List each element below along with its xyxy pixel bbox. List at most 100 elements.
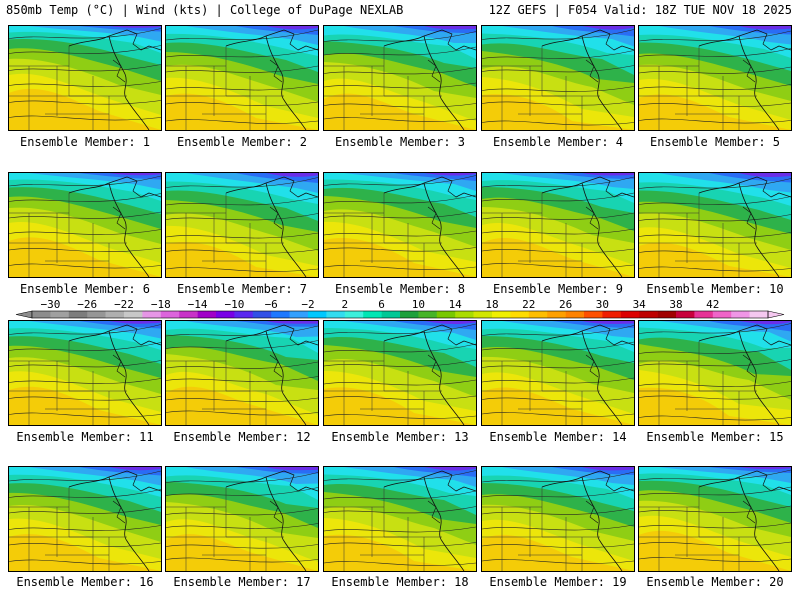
colorbar-tick-label: −18 — [151, 299, 171, 311]
temperature-map — [324, 467, 476, 571]
colorbar-tick-label: −30 — [40, 299, 60, 311]
ensemble-member-map — [323, 320, 477, 426]
temperature-map — [9, 173, 161, 277]
ensemble-member-map — [323, 466, 477, 572]
colorbar-segment — [565, 311, 585, 318]
temperature-map — [639, 173, 791, 277]
colorbar-segment — [289, 311, 309, 318]
temperature-map — [9, 26, 161, 130]
colorbar-segment — [87, 311, 106, 318]
ensemble-member-map — [165, 172, 319, 278]
colorbar-segment — [712, 311, 732, 318]
temperature-map — [166, 321, 318, 425]
colorbar-segment — [528, 311, 548, 318]
temperature-map — [482, 26, 634, 130]
colorbar-tick-label: −6 — [265, 299, 278, 311]
ensemble-member-map — [8, 320, 162, 426]
temperature-map — [639, 26, 791, 130]
colorbar-tick-label: −2 — [301, 299, 314, 311]
ensemble-member-map — [323, 172, 477, 278]
colorbar-segment — [676, 311, 695, 318]
colorbar-tick-label: −10 — [224, 299, 244, 311]
ensemble-member-label: Ensemble Member: 1 — [19, 135, 151, 149]
colorbar-tick-label: 10 — [412, 299, 425, 311]
colorbar-segment — [749, 311, 769, 318]
ensemble-member-map — [638, 466, 792, 572]
colorbar-segment — [584, 311, 603, 318]
ensemble-member-label: Ensemble Member: 20 — [646, 575, 784, 589]
colorbar-segment — [142, 311, 162, 318]
ensemble-member-map — [638, 25, 792, 131]
ensemble-member-map — [8, 172, 162, 278]
temperature-colorbar: −30 −26 −22 −18 −14 −10 −6 −2 2 6 10 14 18 22 26 30 34 38… — [15, 299, 785, 319]
ensemble-member-label: Ensemble Member: 14 — [489, 430, 627, 444]
temperature-map — [324, 173, 476, 277]
colorbar-segment — [400, 311, 419, 318]
temperature-map — [482, 321, 634, 425]
ensemble-member-map — [481, 25, 635, 131]
ensemble-member-label: Ensemble Member: 4 — [492, 135, 624, 149]
colorbar-tick-label: 2 — [341, 299, 348, 311]
ensemble-member-label: Ensemble Member: 7 — [176, 282, 308, 296]
ensemble-member-label: Ensemble Member: 12 — [173, 430, 311, 444]
colorbar-segment — [50, 311, 70, 318]
colorbar-min-arrow — [15, 310, 33, 319]
ensemble-member-label: Ensemble Member: 2 — [176, 135, 308, 149]
colorbar-tick-label: −26 — [77, 299, 97, 311]
colorbar-tick-label: −14 — [188, 299, 208, 311]
ensemble-member-label: Ensemble Member: 8 — [334, 282, 466, 296]
colorbar-segment — [252, 311, 272, 318]
colorbar-tick-label: 18 — [485, 299, 498, 311]
ensemble-member-label: Ensemble Member: 9 — [492, 282, 624, 296]
colorbar-segment — [234, 311, 254, 318]
ensemble-member-map — [481, 466, 635, 572]
temperature-map — [482, 173, 634, 277]
ensemble-member-map — [481, 320, 635, 426]
colorbar-tick-label: 26 — [559, 299, 572, 311]
temperature-map — [482, 467, 634, 571]
temperature-map — [639, 321, 791, 425]
colorbar-segment — [363, 311, 382, 318]
model-run-info: 12Z GEFS | F054 Valid: 18Z TUE NOV 18 20… — [488, 3, 792, 17]
colorbar-tick-label: 14 — [449, 299, 463, 311]
temperature-map — [324, 26, 476, 130]
colorbar-segment — [271, 311, 290, 318]
colorbar-segment — [620, 311, 640, 318]
ensemble-member-label: Ensemble Member: 16 — [16, 575, 154, 589]
colorbar-segment — [105, 311, 125, 318]
ensemble-member-label: Ensemble Member: 3 — [334, 135, 466, 149]
ensemble-member-map — [481, 172, 635, 278]
temperature-map — [324, 321, 476, 425]
colorbar-tick-label: 30 — [596, 299, 609, 311]
colorbar-tick-label: 22 — [522, 299, 535, 311]
temperature-map — [166, 173, 318, 277]
temperature-map — [9, 321, 161, 425]
temperature-map — [166, 26, 318, 130]
colorbar-segment — [326, 311, 346, 318]
colorbar-segment — [216, 311, 235, 318]
ensemble-member-label: Ensemble Member: 11 — [16, 430, 154, 444]
colorbar-segment — [32, 311, 51, 318]
colorbar-tick-label: 6 — [378, 299, 385, 311]
ensemble-member-label: Ensemble Member: 10 — [646, 282, 784, 296]
ensemble-member-map — [8, 25, 162, 131]
ensemble-member-label: Ensemble Member: 13 — [331, 430, 469, 444]
colorbar-segment — [418, 311, 438, 318]
ensemble-member-map — [165, 320, 319, 426]
ensemble-member-map — [8, 466, 162, 572]
ensemble-member-label: Ensemble Member: 18 — [331, 575, 469, 589]
colorbar-segment — [68, 311, 88, 318]
colorbar-tick-label: −22 — [114, 299, 134, 311]
colorbar-segment — [455, 311, 474, 318]
colorbar-max-arrow — [767, 310, 785, 319]
ensemble-member-map — [165, 25, 319, 131]
colorbar-tick-label: 34 — [633, 299, 647, 311]
colorbar-segment — [124, 311, 143, 318]
colorbar-segment — [436, 311, 456, 318]
colorbar-segment — [731, 311, 750, 318]
ensemble-member-map — [638, 172, 792, 278]
ensemble-member-label: Ensemble Member: 5 — [649, 135, 781, 149]
colorbar-segment — [160, 311, 180, 318]
colorbar-segment — [657, 311, 677, 318]
colorbar-segment — [602, 311, 622, 318]
